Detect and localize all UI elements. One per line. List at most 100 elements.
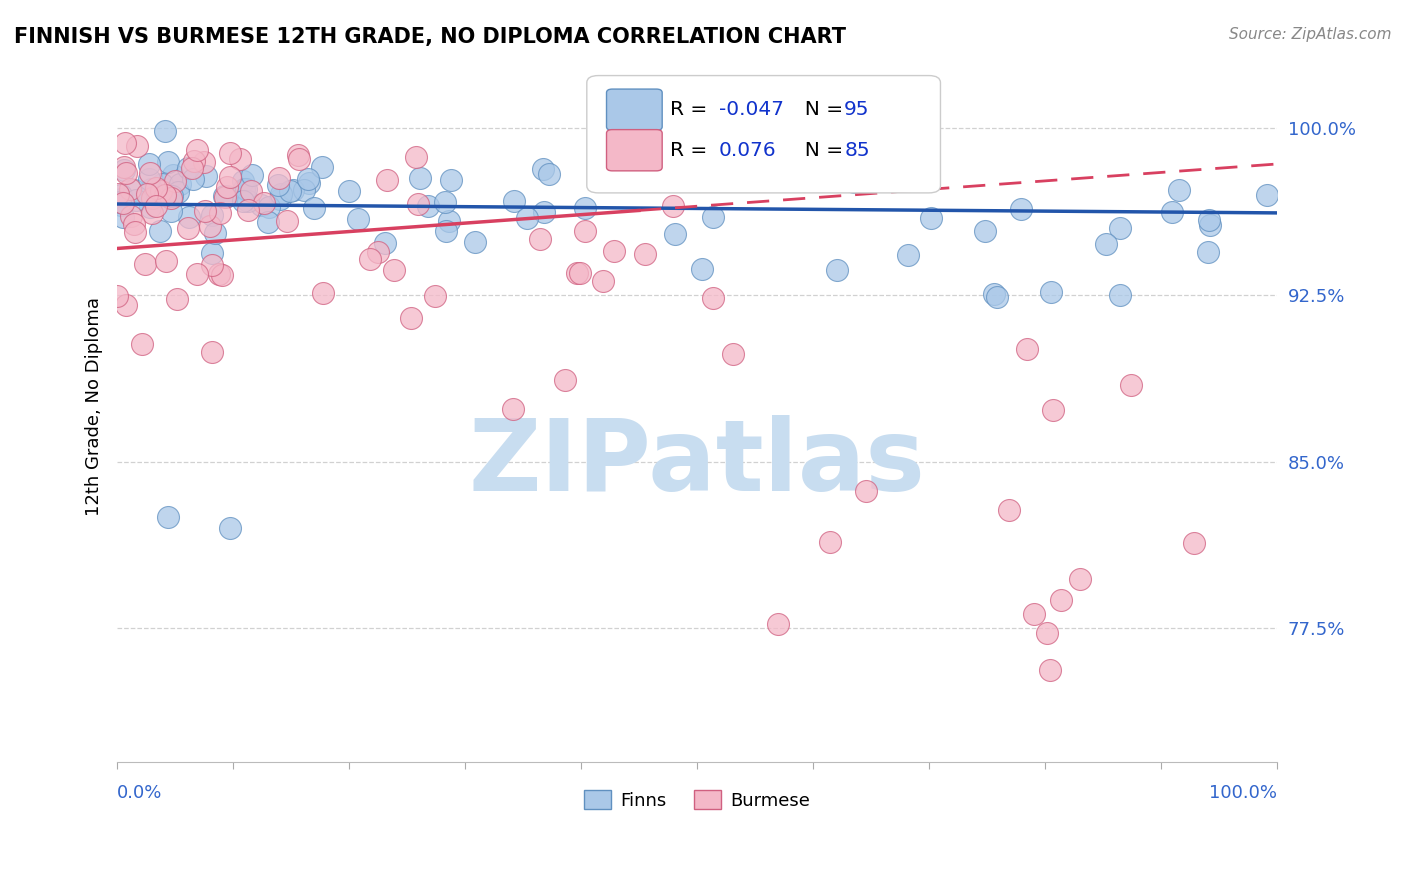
- Point: [141, 191, 163, 205]
- Point: [110, 192, 132, 206]
- Point: [156, 189, 179, 203]
- Text: Source: ZipAtlas.com: Source: ZipAtlas.com: [1229, 27, 1392, 42]
- Point: [134, 257, 156, 271]
- Point: [399, 310, 422, 325]
- Point: [592, 274, 614, 288]
- Point: [208, 206, 231, 220]
- Point: [193, 155, 215, 169]
- Point: [1197, 244, 1219, 259]
- Point: [186, 268, 208, 282]
- Point: [633, 247, 655, 261]
- Point: [250, 198, 273, 212]
- Point: [702, 210, 724, 224]
- Point: [405, 150, 427, 164]
- Point: [153, 123, 176, 137]
- Point: [367, 245, 389, 260]
- Point: [418, 199, 440, 213]
- Point: [267, 178, 290, 193]
- Point: [650, 152, 672, 166]
- Point: [574, 201, 596, 215]
- Point: [152, 178, 174, 192]
- Point: [375, 173, 398, 187]
- Point: [374, 236, 396, 251]
- Point: [107, 186, 129, 201]
- Point: [153, 188, 176, 202]
- Point: [122, 217, 145, 231]
- Point: [145, 180, 167, 194]
- Point: [112, 211, 135, 225]
- Point: [288, 152, 311, 166]
- Point: [138, 190, 160, 204]
- Point: [537, 167, 560, 181]
- Point: [276, 214, 298, 228]
- Point: [183, 154, 205, 169]
- Point: [204, 226, 226, 240]
- Point: [837, 148, 859, 162]
- Point: [382, 263, 405, 277]
- Point: [529, 232, 551, 246]
- Point: [1199, 218, 1222, 232]
- Point: [661, 111, 683, 125]
- Text: N =: N =: [792, 141, 849, 160]
- Point: [692, 262, 714, 277]
- Point: [1198, 213, 1220, 227]
- Point: [998, 502, 1021, 516]
- Point: [269, 193, 291, 207]
- Point: [267, 171, 290, 186]
- Point: [270, 187, 292, 202]
- Point: [160, 203, 183, 218]
- Point: [135, 186, 157, 201]
- Text: 85: 85: [844, 141, 870, 160]
- Point: [1160, 204, 1182, 219]
- Point: [214, 189, 236, 203]
- Point: [139, 166, 162, 180]
- Point: [533, 162, 555, 177]
- Point: [1069, 572, 1091, 586]
- FancyBboxPatch shape: [586, 76, 941, 193]
- Point: [603, 244, 626, 258]
- Point: [125, 139, 148, 153]
- Point: [897, 248, 920, 262]
- Point: [516, 211, 538, 225]
- Point: [177, 211, 200, 225]
- Point: [825, 262, 848, 277]
- Point: [818, 535, 841, 549]
- Point: [131, 336, 153, 351]
- Text: 0.0%: 0.0%: [117, 784, 163, 802]
- Point: [160, 189, 183, 203]
- Point: [278, 184, 301, 198]
- Point: [664, 227, 686, 242]
- Point: [298, 176, 321, 190]
- Point: [337, 185, 360, 199]
- Point: [1108, 221, 1130, 235]
- Point: [439, 213, 461, 227]
- Point: [149, 224, 172, 238]
- Point: [169, 177, 191, 191]
- Point: [238, 194, 260, 208]
- Point: [201, 246, 224, 260]
- Point: [145, 199, 167, 213]
- Point: [574, 224, 596, 238]
- Point: [108, 195, 131, 210]
- Point: [1010, 202, 1032, 217]
- Point: [232, 194, 254, 209]
- Point: [312, 285, 335, 300]
- Point: [240, 168, 263, 182]
- Point: [194, 203, 217, 218]
- Point: [257, 215, 280, 229]
- Point: [1119, 377, 1142, 392]
- Text: FINNISH VS BURMESE 12TH GRADE, NO DIPLOMA CORRELATION CHART: FINNISH VS BURMESE 12TH GRADE, NO DIPLOM…: [14, 27, 846, 46]
- FancyBboxPatch shape: [606, 89, 662, 130]
- Point: [409, 171, 432, 186]
- Point: [434, 195, 457, 210]
- Point: [112, 160, 135, 174]
- Point: [1168, 183, 1191, 197]
- Point: [292, 183, 315, 197]
- Point: [503, 194, 526, 208]
- Point: [157, 510, 180, 524]
- Text: 0.076: 0.076: [718, 141, 776, 160]
- Point: [110, 188, 132, 202]
- Point: [181, 172, 204, 186]
- Text: -0.047: -0.047: [718, 100, 785, 120]
- Point: [201, 258, 224, 272]
